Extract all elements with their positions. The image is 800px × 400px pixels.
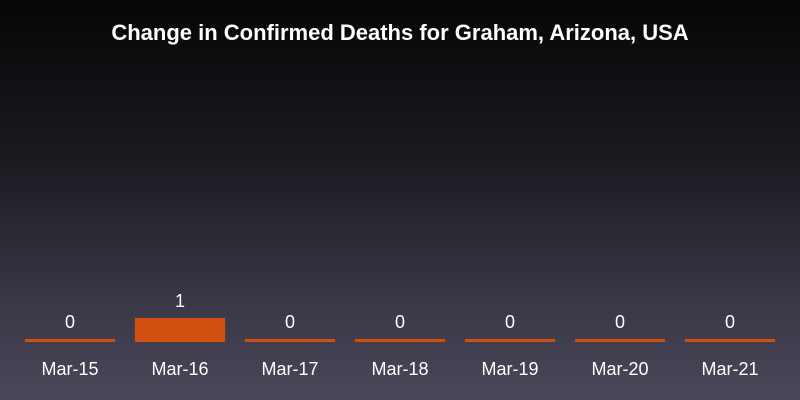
value-labels-layer: 0 1 0 0 0 0 0 <box>65 291 735 332</box>
value-label-mar-17: 0 <box>285 312 295 332</box>
tick-label-mar-17: Mar-17 <box>261 359 318 379</box>
tick-label-mar-19: Mar-19 <box>481 359 538 379</box>
bar-mar-18 <box>354 339 446 342</box>
value-label-mar-19: 0 <box>505 312 515 332</box>
bars-layer <box>24 318 776 342</box>
tick-label-mar-18: Mar-18 <box>371 359 428 379</box>
value-label-mar-15: 0 <box>65 312 75 332</box>
bar-mar-16 <box>134 318 226 342</box>
value-label-mar-20: 0 <box>615 312 625 332</box>
value-label-mar-16: 1 <box>175 291 185 311</box>
value-label-mar-21: 0 <box>725 312 735 332</box>
tick-label-mar-15: Mar-15 <box>41 359 98 379</box>
bar-mar-15 <box>24 339 116 342</box>
tick-label-mar-20: Mar-20 <box>591 359 648 379</box>
chart-title: Change in Confirmed Deaths for Graham, A… <box>111 20 689 45</box>
bar-mar-19 <box>464 339 556 342</box>
x-axis-tick-labels: Mar-15 Mar-16 Mar-17 Mar-18 Mar-19 Mar-20 Mar-… <box>41 359 758 379</box>
bar-mar-17 <box>244 339 336 342</box>
bar-mar-21 <box>684 339 776 342</box>
value-label-mar-18: 0 <box>395 312 405 332</box>
tick-label-mar-16: Mar-16 <box>151 359 208 379</box>
tick-label-mar-21: Mar-21 <box>701 359 758 379</box>
bar-mar-20 <box>574 339 666 342</box>
